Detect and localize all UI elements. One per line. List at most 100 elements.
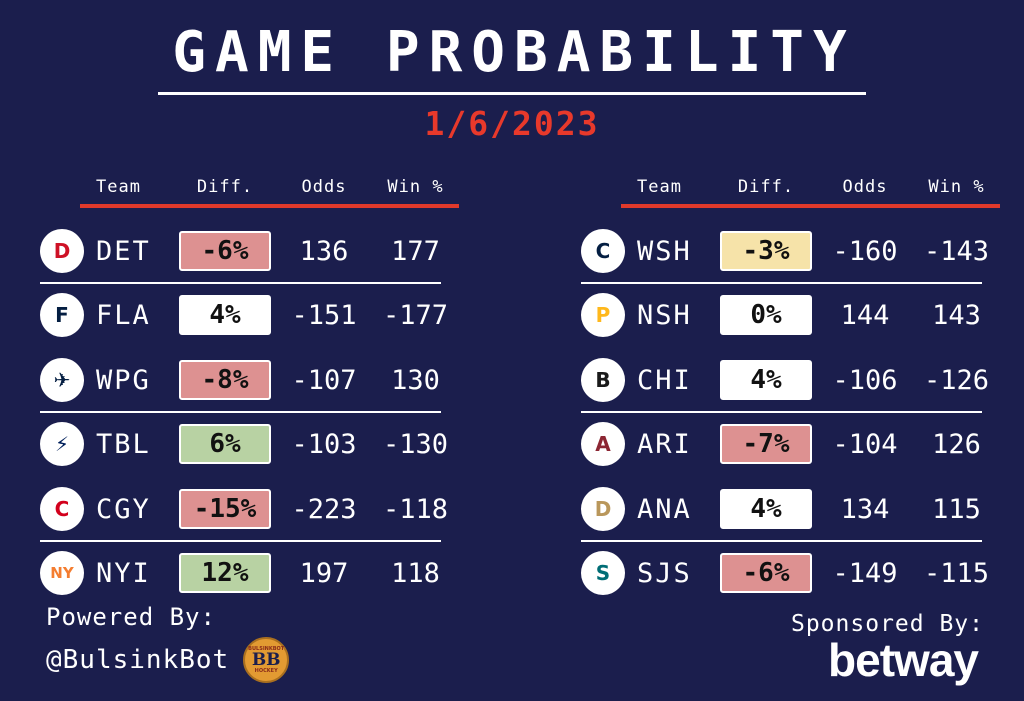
win-value: 130 — [391, 364, 440, 396]
column-header-diff: Diff. — [196, 177, 254, 197]
team-abbr: NSH — [637, 299, 692, 331]
odds-value: 197 — [299, 557, 349, 589]
cgy-logo-glyph: C — [54, 497, 70, 521]
win-value: 126 — [932, 428, 981, 460]
powered-by-label: Powered By: — [46, 603, 216, 631]
footer: Powered By: @BulsinkBot BULSINKBOT BB HO… — [46, 603, 984, 683]
column-header-win: Win % — [387, 177, 444, 197]
page-title: GAME PROBABILITY — [158, 20, 866, 95]
team-row-tbl: ⚡ TBL 6% -103 -130 — [40, 421, 461, 467]
odds-value: -223 — [291, 493, 357, 525]
team-row-chi: B CHI 4% -106 -126 — [581, 357, 1002, 403]
team-abbr: WSH — [637, 235, 692, 267]
header-underline — [621, 204, 1000, 208]
ana-logo: D — [581, 487, 625, 531]
nyi-logo-glyph: NY — [50, 563, 74, 582]
diff-cell: -3% — [720, 231, 812, 271]
column-header-team: Team — [637, 177, 682, 197]
right-table-header: Team Diff. Odds Win % — [581, 177, 1002, 197]
win-value: -130 — [382, 428, 449, 460]
sjs-logo-glyph: S — [595, 561, 611, 585]
ana-logo-glyph: D — [594, 497, 612, 521]
odds-value: -151 — [291, 299, 357, 331]
coin-monogram: BB — [251, 649, 281, 670]
nsh-logo-glyph: P — [595, 303, 611, 327]
column-header-team: Team — [96, 177, 141, 197]
fla-logo-glyph: F — [55, 303, 69, 327]
odds-value: 136 — [299, 235, 349, 267]
fla-logo: F — [40, 293, 84, 337]
sponsored-by-block: Sponsored By: betway — [791, 611, 984, 683]
bulsinkbot-handle: @BulsinkBot — [46, 645, 230, 675]
odds-value: -107 — [291, 364, 357, 396]
odds-value: 134 — [840, 493, 890, 525]
wpg-logo-glyph: ✈ — [53, 368, 71, 392]
column-header-win: Win % — [928, 177, 985, 197]
chi-logo: B — [581, 358, 625, 402]
ari-logo: A — [581, 422, 625, 466]
team-row-nsh: P NSH 0% 144 143 — [581, 292, 1002, 338]
column-header-odds: Odds — [301, 177, 347, 197]
win-value: -118 — [382, 493, 449, 525]
column-header-diff: Diff. — [737, 177, 795, 197]
win-value: -177 — [382, 299, 449, 331]
team-row-sjs: S SJS -6% -149 -115 — [581, 550, 1002, 596]
wsh-logo: C — [581, 229, 625, 273]
tbl-logo: ⚡ — [40, 422, 84, 466]
team-abbr: DET — [96, 235, 151, 267]
diff-cell: -6% — [179, 231, 271, 271]
team-abbr: TBL — [96, 428, 151, 460]
det-logo-glyph: D — [53, 239, 71, 263]
game-gap — [581, 475, 1002, 486]
betway-logo: betway — [828, 634, 979, 686]
diff-cell: 12% — [179, 553, 271, 593]
row-separator — [581, 540, 982, 542]
odds-value: 144 — [840, 299, 890, 331]
odds-value: -149 — [832, 557, 898, 589]
nyi-logo: NY — [40, 551, 84, 595]
team-row-ari: A ARI -7% -104 126 — [581, 421, 1002, 467]
coin-bottom-text: HOCKEY — [254, 667, 278, 674]
team-row-cgy: C CGY -15% -223 -118 — [40, 486, 461, 532]
powered-by-block: Powered By: @BulsinkBot BULSINKBOT BB HO… — [46, 603, 290, 683]
right-table: Team Diff. Odds Win % C WSH -3% -160 -14… — [581, 177, 1002, 604]
diff-cell: -8% — [179, 360, 271, 400]
diff-cell: 4% — [179, 295, 271, 335]
game-gap — [581, 346, 1002, 357]
win-value: 118 — [391, 557, 440, 589]
team-abbr: ARI — [637, 428, 692, 460]
diff-cell: -15% — [179, 489, 271, 529]
sjs-logo: S — [581, 551, 625, 595]
sponsored-by-label: Sponsored By: — [790, 611, 984, 637]
team-abbr: CGY — [96, 493, 151, 525]
team-abbr: WPG — [96, 364, 151, 396]
diff-cell: 4% — [720, 360, 812, 400]
odds-value: -104 — [832, 428, 898, 460]
left-table: Team Diff. Odds Win % D DET -6% 136 177 … — [40, 177, 461, 604]
team-abbr: NYI — [96, 557, 151, 589]
odds-value: -106 — [832, 364, 898, 396]
tbl-logo-glyph: ⚡ — [54, 432, 70, 456]
win-value: -115 — [923, 557, 990, 589]
column-header-odds: Odds — [842, 177, 888, 197]
diff-cell: 4% — [720, 489, 812, 529]
win-value: -143 — [923, 235, 990, 267]
odds-value: -160 — [832, 235, 898, 267]
team-abbr: SJS — [637, 557, 692, 589]
bulsinkbot-coin-icon: BULSINKBOT BB HOCKEY — [243, 637, 290, 683]
header-underline — [80, 204, 459, 208]
nsh-logo: P — [581, 293, 625, 337]
row-separator — [40, 282, 441, 284]
tables-area: Team Diff. Odds Win % D DET -6% 136 177 … — [0, 177, 1024, 604]
game-gap — [40, 346, 461, 357]
team-row-wpg: ✈ WPG -8% -107 130 — [40, 357, 461, 403]
wpg-logo: ✈ — [40, 358, 84, 402]
team-row-nyi: NY NYI 12% 197 118 — [40, 550, 461, 596]
team-abbr: FLA — [96, 299, 151, 331]
diff-cell: -6% — [720, 553, 812, 593]
team-abbr: ANA — [637, 493, 692, 525]
win-value: 177 — [391, 235, 440, 267]
team-row-ana: D ANA 4% 134 115 — [581, 486, 1002, 532]
team-row-det: D DET -6% 136 177 — [40, 228, 461, 274]
